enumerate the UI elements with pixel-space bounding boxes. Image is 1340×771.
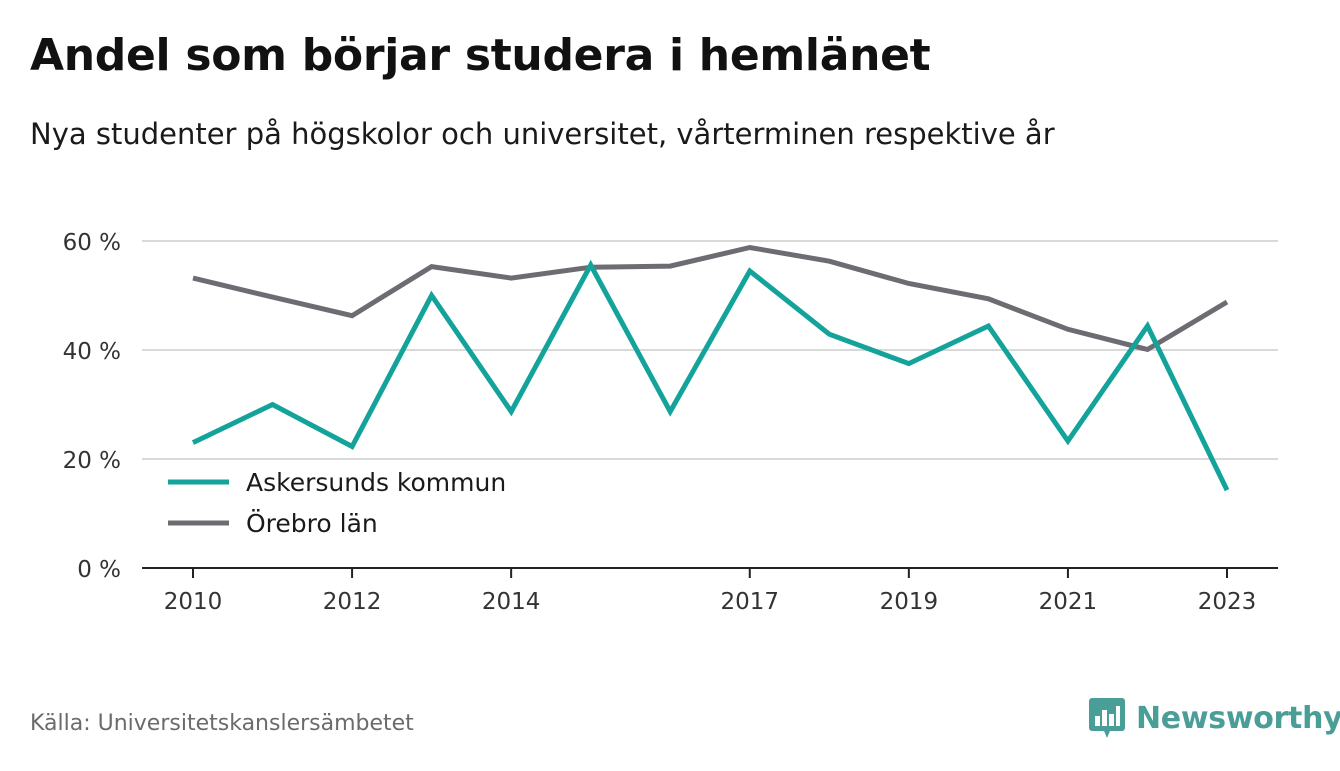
legend-label: Askersunds kommun: [246, 468, 506, 497]
legend-label: Örebro län: [246, 509, 378, 538]
x-tick-label: 2010: [164, 589, 223, 615]
x-tick-label: 2023: [1198, 589, 1257, 615]
y-tick-label: 20 %: [63, 448, 121, 474]
y-axis-tick-labels: 0 % 20 % 40 % 60 %: [63, 230, 121, 583]
grid-lines: [142, 240, 1278, 569]
x-axis-tick-labels: 2010 2012 2014 2017 2019 2021 2023: [164, 568, 1257, 615]
y-tick-label: 40 %: [63, 339, 121, 365]
brand-name: Newsworthy: [1136, 700, 1340, 736]
bar-chart-speech-bubble-icon: [1089, 698, 1125, 738]
brand-logo: Newsworthy: [1088, 696, 1340, 740]
series-line-askersund: [191, 259, 1230, 492]
x-tick-label: 2017: [720, 589, 779, 615]
series-line-orebro: [192, 244, 1229, 353]
x-tick-label: 2021: [1039, 589, 1098, 615]
chart-subtitle: Nya studenter på högskolor och universit…: [30, 117, 1055, 151]
source-note: Källa: Universitetskanslersämbetet: [30, 711, 414, 736]
series-lines: [191, 244, 1230, 492]
x-tick-label: 2012: [323, 589, 382, 615]
legend: Askersunds kommun Örebro län: [168, 468, 506, 538]
chart-title: Andel som börjar studera i hemlänet: [30, 30, 931, 81]
x-tick-label: 2019: [880, 589, 939, 615]
y-tick-label: 60 %: [63, 230, 121, 256]
y-tick-label: 0 %: [77, 557, 121, 583]
x-tick-label: 2014: [482, 589, 541, 615]
